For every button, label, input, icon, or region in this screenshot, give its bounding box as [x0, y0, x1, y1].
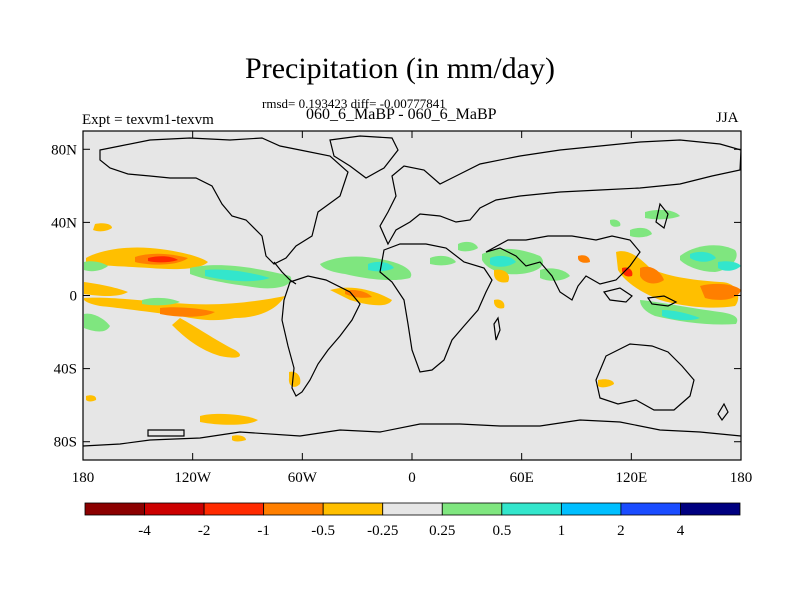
- colorbar-swatch: [383, 503, 443, 515]
- colorbar-swatch: [204, 503, 264, 515]
- x-tick-label: 60E: [510, 470, 534, 486]
- colorbar-label: -1: [257, 523, 270, 539]
- x-tick-label: 180: [72, 470, 95, 486]
- colorbar-label: 1: [558, 523, 566, 539]
- colorbar-label: -0.25: [367, 523, 398, 539]
- map-background: [83, 131, 741, 460]
- colorbar-swatch: [85, 503, 145, 515]
- colorbar-swatch: [323, 503, 383, 515]
- x-tick-label: 120E: [615, 470, 647, 486]
- colorbar-label: 0.25: [429, 523, 455, 539]
- y-tick-label: 40N: [51, 215, 77, 231]
- colorbar-label: -0.5: [311, 523, 335, 539]
- colorbar-swatch: [145, 503, 205, 515]
- x-tick-label: 60W: [288, 470, 318, 486]
- y-tick-label: 0: [70, 289, 78, 305]
- x-tick-label: 120W: [174, 470, 212, 486]
- colorbar-label: -2: [198, 523, 211, 539]
- colorbar-label: 2: [617, 523, 625, 539]
- colorbar-label: -4: [138, 523, 151, 539]
- colorbar-swatch: [264, 503, 324, 515]
- colorbar-label: 0.5: [492, 523, 511, 539]
- x-tick-label: 180: [730, 470, 753, 486]
- colorbar-swatch: [621, 503, 681, 515]
- y-tick-label: 40S: [54, 362, 77, 378]
- colorbar-label: 4: [677, 523, 685, 539]
- colorbar-swatch: [561, 503, 621, 515]
- x-tick-label: 0: [408, 470, 416, 486]
- y-tick-label: 80S: [54, 435, 77, 451]
- colorbar-swatch: [442, 503, 502, 515]
- y-tick-label: 80N: [51, 142, 77, 158]
- colorbar-swatch: [502, 503, 562, 515]
- colorbar: -4 -2 -1 -0.5 -0.25 0.25 0.5 1 2 4: [85, 503, 740, 539]
- colorbar-swatch: [680, 503, 740, 515]
